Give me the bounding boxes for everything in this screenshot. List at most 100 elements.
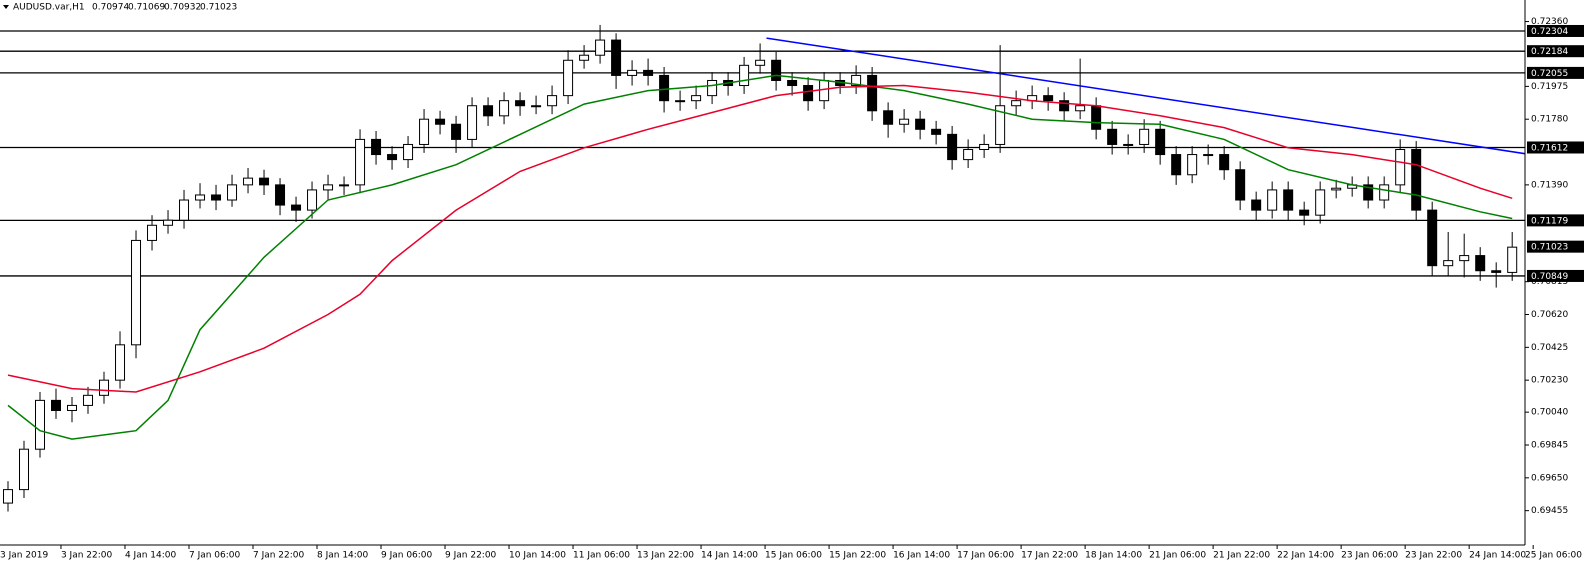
- y-tick-label: 0.71390: [1531, 180, 1568, 190]
- level-label-box: [1527, 66, 1584, 79]
- y-tick-label: 0.70815: [1531, 277, 1568, 287]
- candle-body: [483, 105, 494, 117]
- candle-body: [179, 199, 190, 221]
- symbol: AUDUSD.var,H1: [13, 3, 85, 13]
- candle-body: [931, 128, 942, 135]
- time-axis-area: [0, 545, 1525, 570]
- candle-body: [595, 39, 606, 56]
- candle-body: [563, 59, 574, 97]
- candle-body: [1043, 95, 1054, 102]
- candle-body: [1219, 154, 1230, 171]
- level-label-box: [1527, 24, 1584, 37]
- x-tick-label: 21 Jan 22:00: [1213, 551, 1270, 561]
- candle-body: [51, 399, 62, 411]
- candle-body: [83, 394, 94, 406]
- header-quote: 0.70932: [164, 3, 201, 13]
- candle-body: [739, 64, 750, 87]
- candle-body: [3, 489, 14, 504]
- candle-body: [675, 100, 686, 103]
- x-tick-label: 22 Jan 14:00: [1277, 551, 1334, 561]
- candle-body: [611, 39, 622, 76]
- level-label-box: [1527, 141, 1584, 154]
- candle-body: [1491, 270, 1502, 273]
- candle-body: [211, 194, 222, 201]
- candle-body: [1059, 100, 1070, 112]
- x-tick-label: 16 Jan 14:00: [893, 551, 950, 561]
- indicator-line: [766, 37, 1534, 156]
- x-tick-label: 3 Jan 2019: [0, 551, 48, 561]
- y-tick-label: 0.70620: [1531, 310, 1568, 320]
- candle-body: [995, 105, 1006, 145]
- candle-body: [1203, 154, 1214, 157]
- candle-body: [131, 239, 142, 346]
- candle-body: [803, 85, 814, 102]
- candle-body: [67, 404, 78, 411]
- level-label: 0.71179: [1531, 216, 1568, 226]
- candle-body: [99, 379, 110, 396]
- candle-body: [707, 79, 718, 97]
- candle-body: [499, 100, 510, 117]
- x-tick-label: 11 Jan 06:00: [573, 551, 630, 561]
- x-tick-label: 9 Jan 22:00: [445, 551, 497, 561]
- x-tick-label: 24 Jan 14:00: [1469, 551, 1526, 561]
- x-tick-label: 8 Jan 14:00: [317, 551, 369, 561]
- x-tick-label: 15 Jan 22:00: [829, 551, 886, 561]
- x-tick-label: 21 Jan 06:00: [1149, 551, 1206, 561]
- candle-body: [1411, 149, 1422, 211]
- indicator-line: [7, 84, 1513, 393]
- y-tick-label: 0.70040: [1531, 408, 1568, 418]
- candle-body: [19, 448, 30, 491]
- x-tick-label: 23 Jan 22:00: [1405, 551, 1462, 561]
- candle-body: [147, 224, 158, 241]
- candle-body: [419, 118, 430, 145]
- x-tick-label: 7 Jan 06:00: [189, 551, 241, 561]
- candle-body: [355, 138, 366, 186]
- candle-body: [1331, 187, 1342, 191]
- candle-body: [195, 194, 206, 201]
- candle-body: [883, 110, 894, 125]
- x-tick-label: 17 Jan 22:00: [1021, 551, 1078, 561]
- candle-body: [547, 95, 558, 107]
- candle-body: [291, 204, 302, 211]
- candle-body: [1011, 100, 1022, 107]
- candle-body: [35, 399, 46, 450]
- candle-body: [371, 138, 382, 156]
- candle-body: [531, 105, 542, 108]
- candle-body: [243, 177, 254, 186]
- y-tick-label: 0.72360: [1531, 17, 1568, 27]
- candle-body: [1075, 105, 1086, 112]
- candle-body: [979, 143, 990, 151]
- indicator-line: [7, 74, 1513, 440]
- candle-body: [1379, 184, 1390, 201]
- candle-body: [1171, 154, 1182, 176]
- candle-body: [403, 143, 414, 161]
- last-price-label: 0.71023: [1531, 243, 1568, 253]
- candle-body: [1283, 189, 1294, 211]
- y-tick-label: 0.71780: [1531, 115, 1568, 125]
- candle-body: [1459, 255, 1470, 262]
- last-price-label-box: [1527, 240, 1584, 253]
- level-label-box: [1527, 214, 1584, 227]
- x-tick-label: 4 Jan 14:00: [125, 551, 177, 561]
- candle-body: [1427, 209, 1438, 267]
- x-tick-label: 3 Jan 22:00: [61, 551, 113, 561]
- y-tick-label: 0.70230: [1531, 376, 1568, 386]
- candle-body: [435, 118, 446, 125]
- candle-body: [659, 74, 670, 102]
- candle-body: [819, 79, 830, 102]
- candle-body: [947, 133, 958, 161]
- candle-body: [1395, 149, 1406, 186]
- x-tick-label: 10 Jan 14:00: [509, 551, 566, 561]
- header-quote: 0.71069: [128, 3, 165, 13]
- price-axis-area: [1525, 0, 1587, 570]
- candle-body: [307, 189, 318, 211]
- x-tick-label: 23 Jan 06:00: [1341, 551, 1398, 561]
- candle-body: [787, 79, 798, 87]
- header-quote: 0.70974: [92, 3, 129, 13]
- x-tick-label: 25 Jan 06:00: [1525, 551, 1582, 561]
- candle-body: [963, 149, 974, 161]
- candle-body: [515, 100, 526, 107]
- y-tick-label: 0.69455: [1531, 506, 1568, 516]
